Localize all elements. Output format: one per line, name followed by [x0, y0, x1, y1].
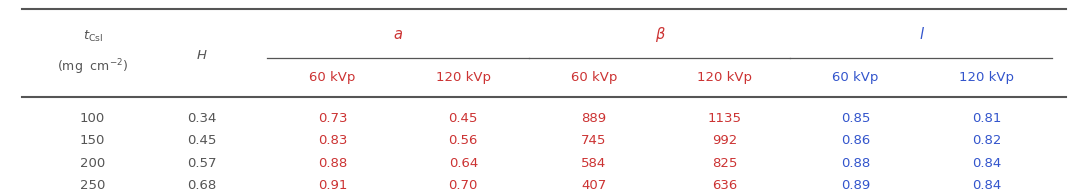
Text: 0.81: 0.81 — [972, 112, 1001, 125]
Text: 636: 636 — [712, 179, 738, 192]
Text: 889: 889 — [581, 112, 607, 125]
Text: 60 kVp: 60 kVp — [571, 71, 617, 84]
Text: 0.83: 0.83 — [318, 134, 347, 147]
Text: (mg  cm$^{-2}$): (mg cm$^{-2}$) — [57, 58, 129, 77]
Text: a: a — [393, 27, 402, 42]
Text: 745: 745 — [581, 134, 607, 147]
Text: β: β — [655, 27, 664, 42]
Text: 0.86: 0.86 — [841, 134, 870, 147]
Text: $t_{\rm CsI}$: $t_{\rm CsI}$ — [83, 29, 102, 44]
Text: l: l — [919, 27, 923, 42]
Text: 0.57: 0.57 — [186, 157, 217, 170]
Text: 0.45: 0.45 — [449, 112, 477, 125]
Text: 200: 200 — [80, 157, 106, 170]
Text: 0.34: 0.34 — [187, 112, 216, 125]
Text: 100: 100 — [80, 112, 106, 125]
Text: 0.91: 0.91 — [318, 179, 347, 192]
Text: 825: 825 — [712, 157, 738, 170]
Text: 150: 150 — [80, 134, 106, 147]
Text: 0.64: 0.64 — [449, 157, 477, 170]
Text: 0.88: 0.88 — [841, 157, 870, 170]
Text: 0.89: 0.89 — [841, 179, 870, 192]
Text: 0.82: 0.82 — [972, 134, 1001, 147]
Text: 60 kVp: 60 kVp — [310, 71, 355, 84]
Text: 0.84: 0.84 — [972, 157, 1001, 170]
Text: 1135: 1135 — [707, 112, 742, 125]
Text: 0.45: 0.45 — [187, 134, 216, 147]
Text: 60 kVp: 60 kVp — [833, 71, 879, 84]
Text: 407: 407 — [581, 179, 607, 192]
Text: 120 kVp: 120 kVp — [959, 71, 1014, 84]
Text: H: H — [196, 49, 207, 63]
Text: 992: 992 — [712, 134, 738, 147]
Text: 120 kVp: 120 kVp — [698, 71, 752, 84]
Text: 120 kVp: 120 kVp — [436, 71, 490, 84]
Text: 0.84: 0.84 — [972, 179, 1001, 192]
Text: 0.68: 0.68 — [187, 179, 216, 192]
Text: 584: 584 — [581, 157, 607, 170]
Text: 250: 250 — [80, 179, 106, 192]
Text: 0.73: 0.73 — [317, 112, 348, 125]
Text: 0.70: 0.70 — [449, 179, 477, 192]
Text: 0.88: 0.88 — [318, 157, 347, 170]
Text: 0.85: 0.85 — [841, 112, 870, 125]
Text: 0.56: 0.56 — [449, 134, 477, 147]
